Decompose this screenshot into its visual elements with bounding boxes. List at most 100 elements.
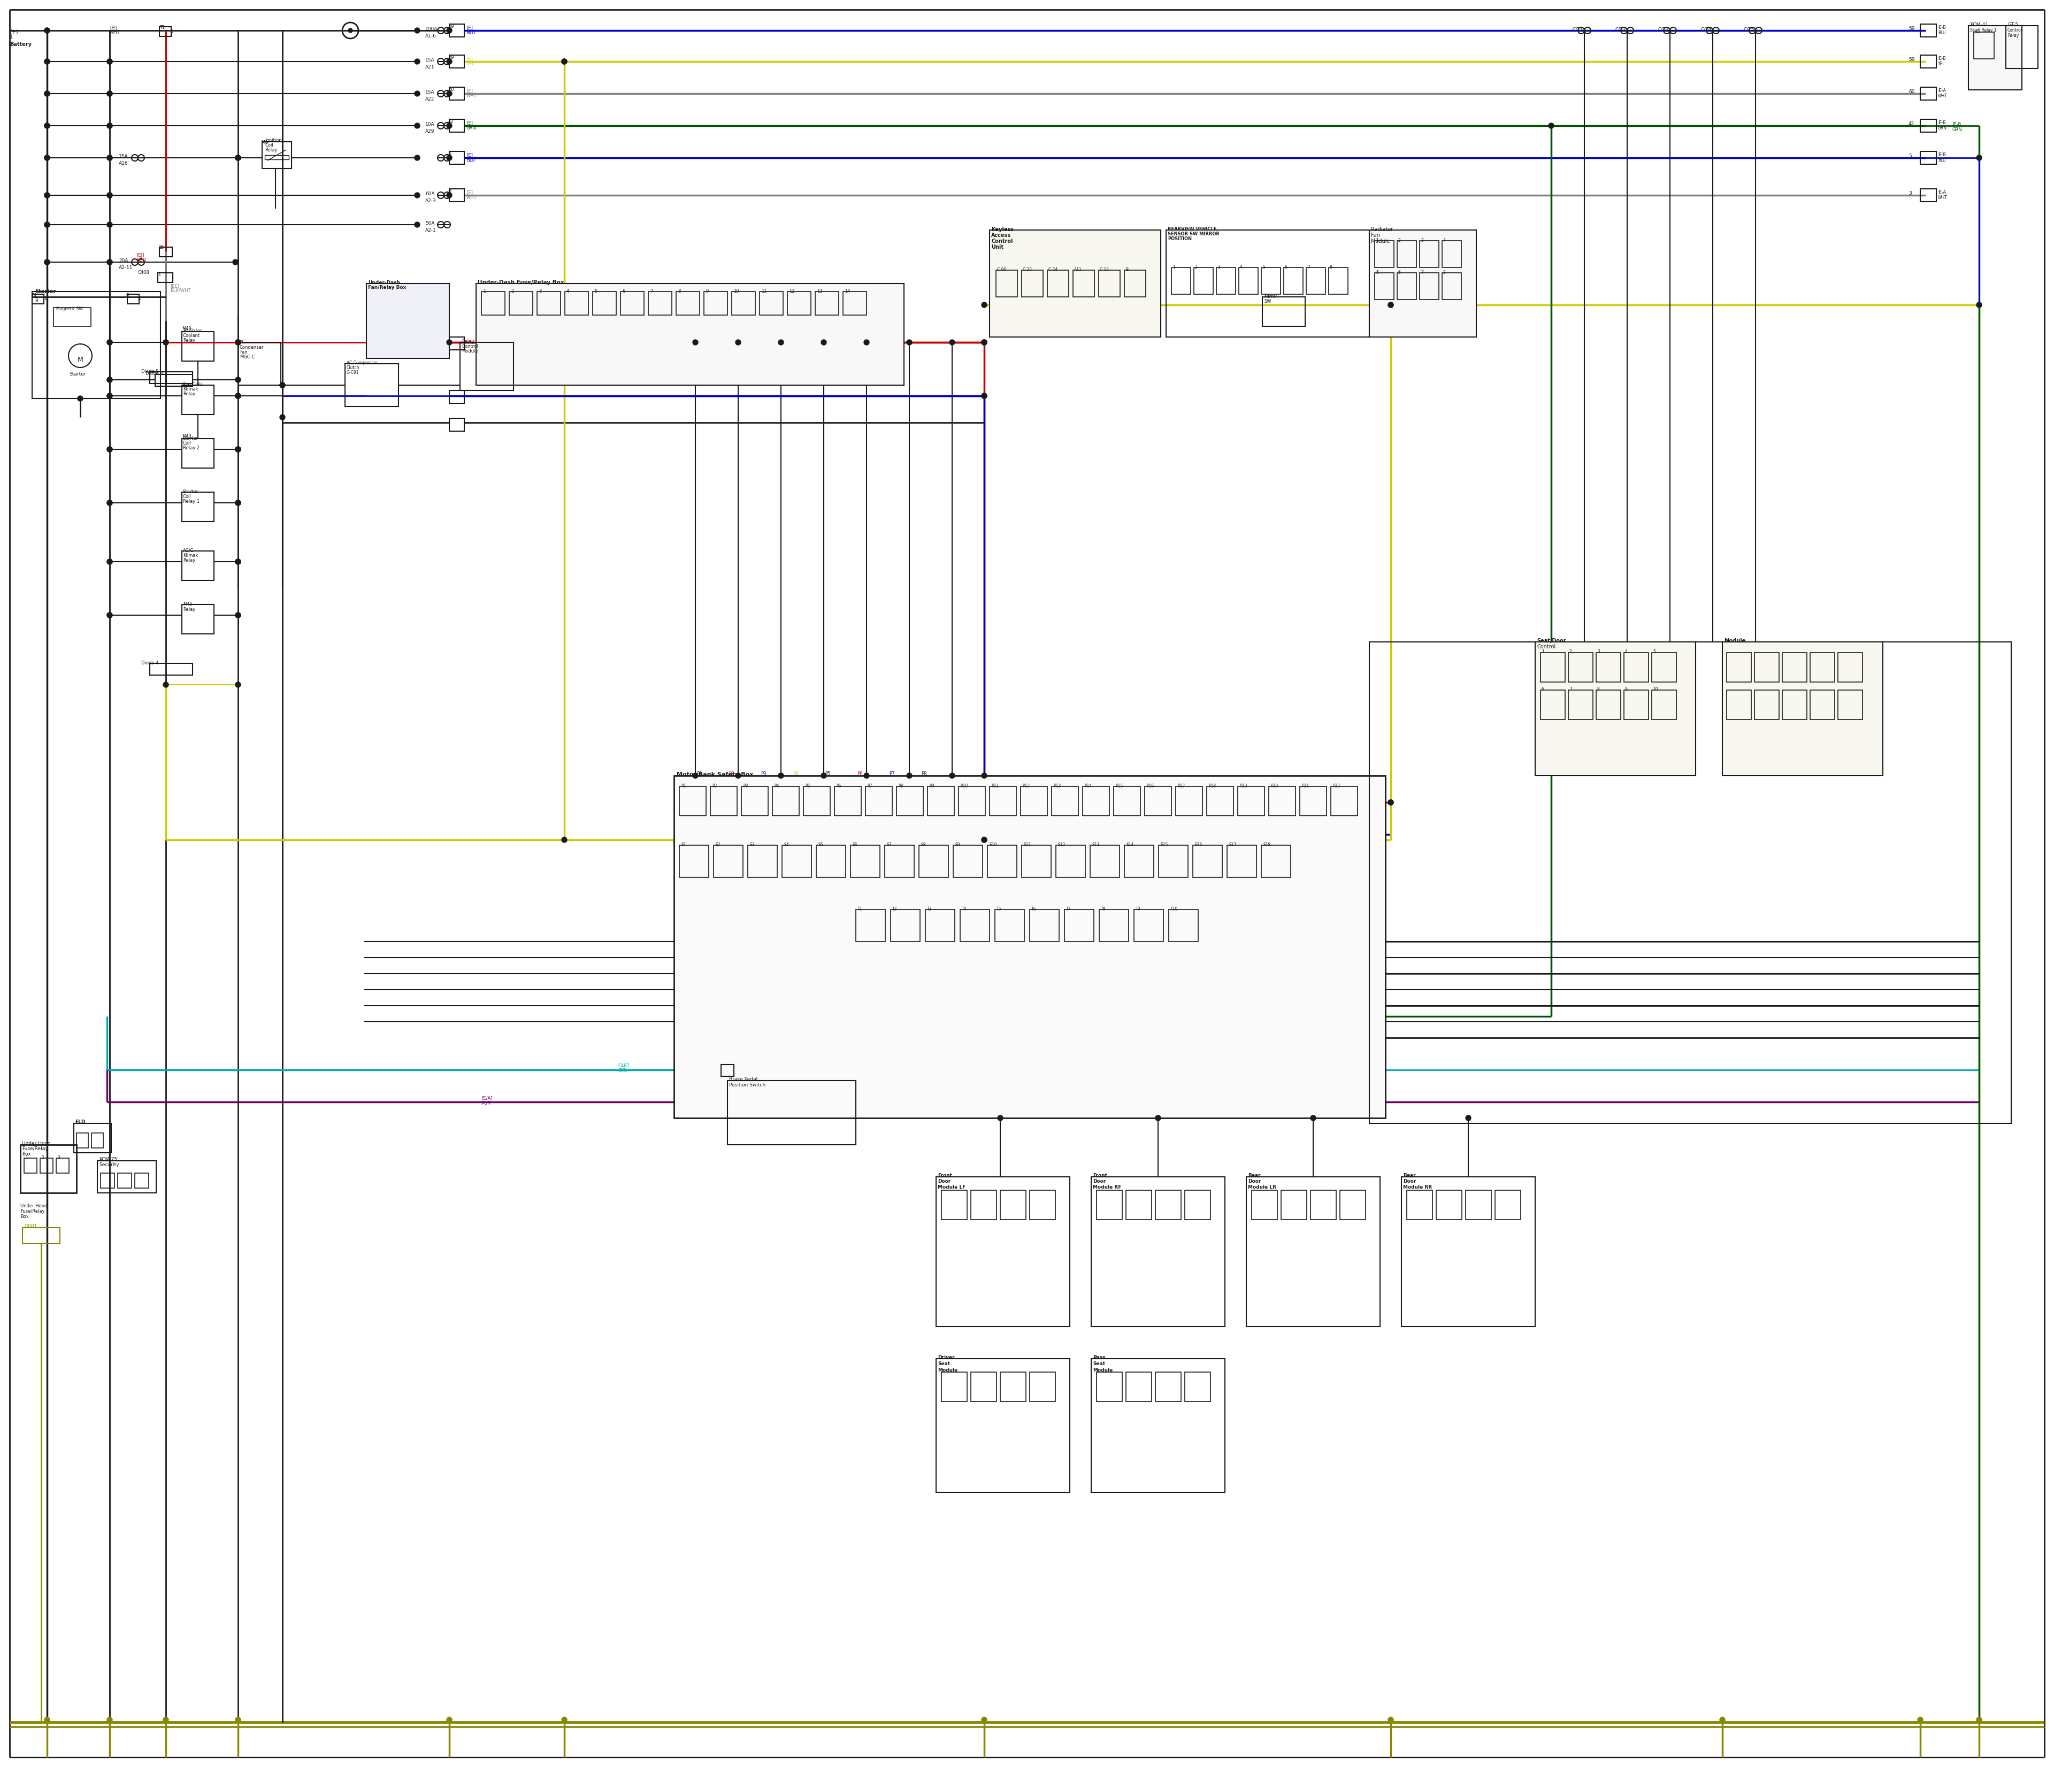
Text: M45: M45 [183,602,193,607]
Bar [1810,690,1834,719]
Text: MGC-C: MGC-C [240,355,255,360]
Text: C/T2: C/T2 [1614,27,1627,32]
Bar [1754,690,1779,719]
Bar [160,27,170,36]
Text: P19: P19 [1239,783,1247,788]
Bar [1442,240,1460,267]
Bar [1056,846,1085,878]
Text: Driver: Driver [939,1355,955,1360]
Text: T10: T10 [1171,907,1179,912]
Text: A21: A21 [425,65,435,70]
Circle shape [45,192,49,197]
Text: Relay: Relay [183,392,195,396]
Bar [1193,267,1214,294]
Text: T4: T4 [961,907,967,912]
Text: CYN: CYN [618,1068,626,1073]
Bar [1723,642,1884,776]
Text: Relay: Relay [183,339,195,342]
Text: Fan: Fan [240,349,246,355]
Circle shape [236,613,240,618]
Bar [1397,272,1417,299]
Bar [150,663,193,676]
Circle shape [236,500,240,505]
Bar [1374,272,1395,299]
Text: 4: 4 [1444,238,1446,244]
Text: 8: 8 [678,289,680,294]
Bar [674,776,1384,1118]
Text: IE-B
BLU: IE-B BLU [1937,152,1945,163]
Text: 3: 3 [1421,238,1423,244]
Circle shape [107,124,113,129]
Circle shape [982,837,986,842]
Circle shape [1976,303,1982,308]
Text: P9: P9 [928,783,935,788]
Bar [680,846,709,878]
Text: S15: S15 [1161,842,1169,848]
Bar [76,1133,88,1149]
Circle shape [982,1717,986,1722]
Bar [1920,151,1937,165]
Text: P2: P2 [729,771,733,776]
Bar [1029,909,1060,941]
Bar [25,1158,37,1174]
Bar [1310,1190,1337,1220]
Circle shape [236,559,240,564]
Circle shape [778,340,785,346]
Text: 8: 8 [1598,686,1600,692]
Circle shape [998,1115,1002,1120]
Circle shape [45,29,49,34]
Circle shape [982,772,986,778]
Text: Relay: Relay [265,147,277,152]
Text: Diode 4: Diode 4 [142,661,158,665]
Bar [988,846,1017,878]
Text: Box: Box [21,1215,29,1219]
Bar [896,787,922,815]
Circle shape [822,340,826,346]
Circle shape [692,772,698,778]
Bar [160,247,173,256]
Bar [1495,1190,1520,1220]
Bar [117,1174,131,1188]
Text: Module: Module [1370,238,1391,244]
Circle shape [236,156,240,161]
Text: RED: RED [136,258,146,263]
Bar [1727,690,1752,719]
Text: Klimak: Klimak [183,554,197,557]
Circle shape [236,340,240,346]
Bar [23,1228,60,1244]
Bar [1284,267,1302,294]
Circle shape [45,1717,49,1722]
Bar [760,292,783,315]
Bar [1651,690,1676,719]
Circle shape [236,376,240,382]
Bar [1419,272,1440,299]
Text: 7: 7 [1569,686,1571,692]
Circle shape [78,396,82,401]
Bar [994,909,1025,941]
Circle shape [865,340,869,346]
Circle shape [107,260,113,265]
Text: P10: P10 [959,783,967,788]
Bar [1596,690,1621,719]
Text: PCM-75: PCM-75 [99,1158,117,1161]
Text: T4: T4 [31,294,37,297]
Bar [1171,267,1191,294]
Circle shape [45,29,49,34]
Bar [748,846,776,878]
Text: AC: AC [240,340,246,344]
Bar [972,1373,996,1401]
Text: 3: 3 [448,188,452,194]
Bar [1185,1190,1210,1220]
Bar [1783,652,1808,683]
Bar [1158,846,1187,878]
Text: Magnetic SW: Magnetic SW [55,306,82,312]
Circle shape [236,559,240,564]
Circle shape [1389,799,1393,805]
Circle shape [107,1717,113,1722]
Bar [53,308,90,326]
Circle shape [446,156,452,161]
Bar [1082,787,1109,815]
Bar [959,787,986,815]
Circle shape [236,392,240,398]
Bar [183,332,214,360]
